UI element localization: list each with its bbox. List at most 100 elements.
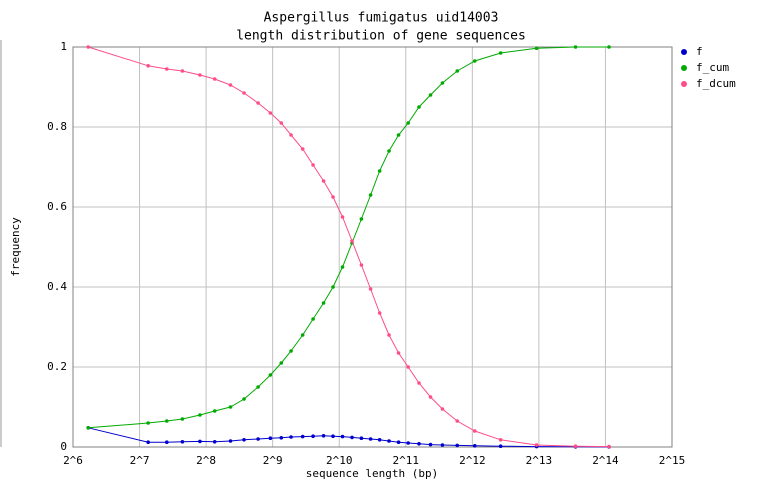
data-point xyxy=(242,91,246,95)
data-point xyxy=(498,51,503,55)
data-point xyxy=(359,263,364,267)
data-point xyxy=(268,436,273,441)
x-tick-label: 2^12 xyxy=(459,454,486,467)
plot-frame xyxy=(72,46,673,448)
data-point xyxy=(406,441,410,445)
data-point xyxy=(289,133,293,137)
data-point xyxy=(428,93,433,97)
data-point xyxy=(359,217,364,221)
data-point xyxy=(368,287,373,291)
data-point xyxy=(455,443,460,448)
data-point xyxy=(440,407,445,411)
y-tick-label: 0.4 xyxy=(47,280,67,293)
data-point xyxy=(498,438,503,442)
data-point xyxy=(607,444,611,449)
data-point xyxy=(472,59,477,63)
legend-label: f_cum xyxy=(696,61,729,74)
data-point xyxy=(455,69,460,73)
data-point xyxy=(311,163,315,167)
x-tick-label: 2^6 xyxy=(63,454,83,467)
x-tick-label: 2^11 xyxy=(393,454,420,467)
series-line xyxy=(88,46,609,429)
data-point xyxy=(387,149,391,153)
data-point xyxy=(256,437,260,441)
data-point xyxy=(311,434,315,439)
data-point xyxy=(268,373,273,377)
data-point xyxy=(350,239,354,243)
data-point xyxy=(300,147,305,151)
data-point xyxy=(86,45,91,49)
legend-marker xyxy=(681,65,687,71)
data-point xyxy=(279,436,284,440)
data-point xyxy=(368,437,373,441)
y-tick-label: 0.6 xyxy=(47,200,67,213)
data-point xyxy=(331,195,335,199)
data-point xyxy=(228,439,233,443)
data-point xyxy=(289,349,293,353)
legend-marker xyxy=(681,81,687,87)
data-point xyxy=(377,311,382,315)
data-point xyxy=(387,439,391,443)
data-point xyxy=(359,436,364,441)
data-point xyxy=(198,439,202,444)
data-point xyxy=(279,361,284,365)
data-point xyxy=(428,442,433,447)
legend-label: f_dcum xyxy=(696,77,736,90)
data-point xyxy=(331,434,335,439)
data-point xyxy=(311,317,315,321)
data-point xyxy=(406,121,410,125)
data-point xyxy=(212,409,217,413)
data-point xyxy=(534,46,539,50)
data-point xyxy=(86,426,91,430)
data-point xyxy=(440,443,445,447)
data-point xyxy=(396,133,401,137)
data-point xyxy=(146,64,150,68)
data-point xyxy=(180,69,185,73)
data-point xyxy=(377,169,382,173)
data-point xyxy=(256,101,260,105)
data-point xyxy=(198,413,202,417)
data-point xyxy=(406,365,410,369)
data-point xyxy=(242,438,246,442)
x-tick-label: 2^10 xyxy=(326,454,353,467)
data-point xyxy=(417,381,421,385)
data-point xyxy=(340,434,345,439)
data-point xyxy=(321,434,326,438)
data-point xyxy=(180,440,185,444)
data-point xyxy=(368,193,373,197)
legend-label: f xyxy=(696,45,703,58)
y-tick-label: 0 xyxy=(60,440,67,453)
data-point xyxy=(300,333,305,337)
data-point xyxy=(331,285,335,289)
data-point xyxy=(165,67,169,71)
data-point xyxy=(440,81,445,85)
chart-subtitle: length distribution of gene sequences xyxy=(236,29,526,44)
data-point xyxy=(321,179,326,183)
data-point xyxy=(396,440,401,445)
data-point xyxy=(455,419,460,423)
x-tick-label: 2^13 xyxy=(526,454,553,467)
data-point xyxy=(428,395,433,399)
data-point xyxy=(396,351,401,355)
data-point xyxy=(146,440,150,445)
x-tick-label: 2^8 xyxy=(196,454,216,467)
data-point xyxy=(387,333,391,337)
data-point xyxy=(242,397,246,401)
data-point xyxy=(321,301,326,305)
x-tick-label: 2^7 xyxy=(130,454,150,467)
x-axis-label: sequence length (bp) xyxy=(306,467,438,480)
y-axis-label: frequency xyxy=(9,217,22,277)
data-point xyxy=(350,435,354,440)
y-tick-label: 0.8 xyxy=(47,120,67,133)
data-point xyxy=(268,111,273,115)
x-tick-label: 2^15 xyxy=(659,454,686,467)
series-line xyxy=(88,46,609,448)
data-point xyxy=(573,45,578,49)
legend-marker xyxy=(681,49,687,55)
x-tick-label: 2^9 xyxy=(263,454,283,467)
y-tick-label: 1 xyxy=(60,40,67,53)
data-point xyxy=(573,444,578,449)
data-point xyxy=(212,77,217,81)
data-point xyxy=(417,442,421,446)
